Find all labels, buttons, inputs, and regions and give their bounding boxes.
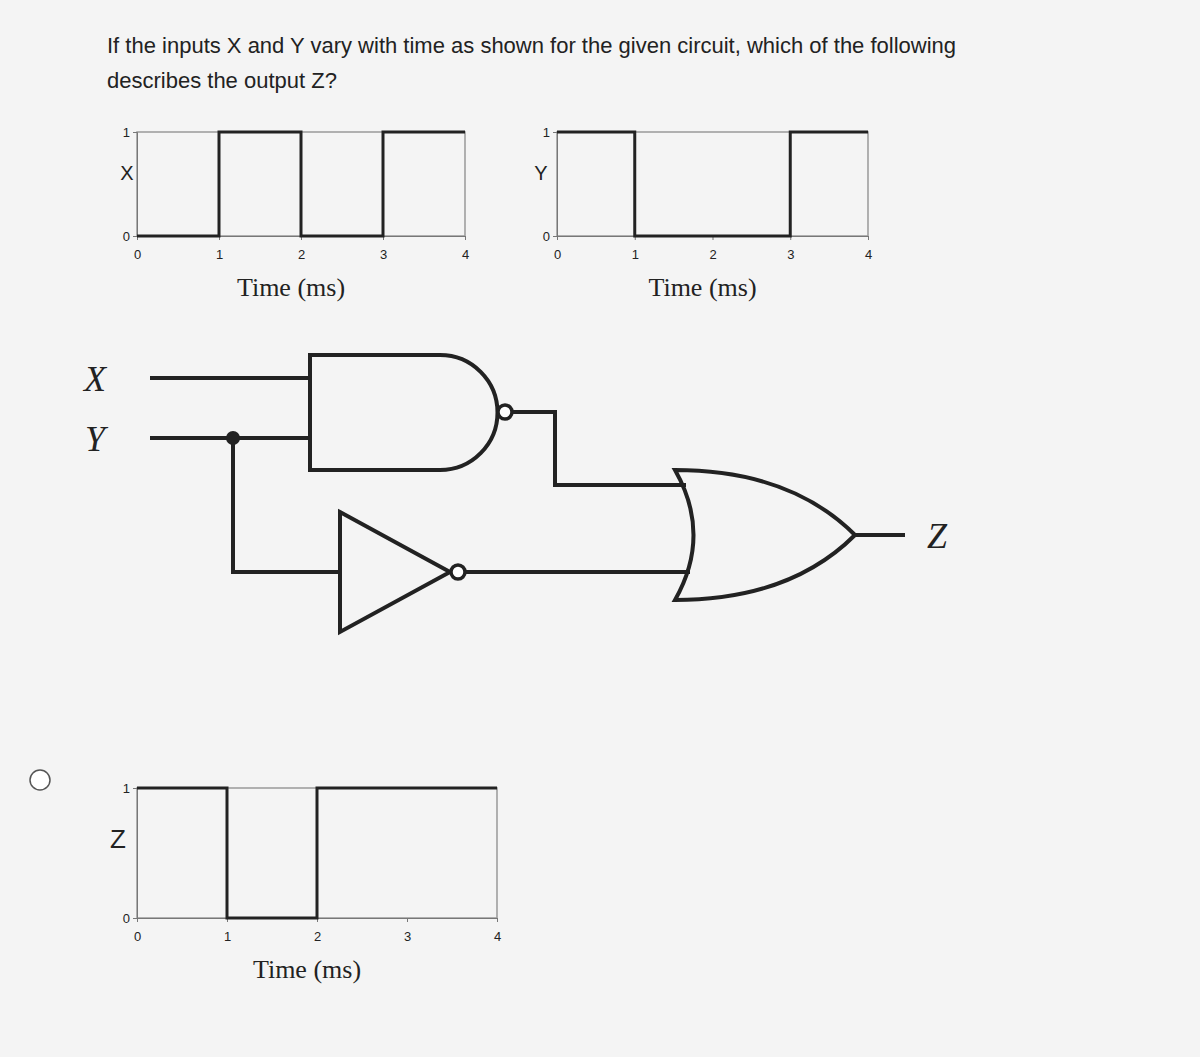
x-tick-label: 2 [314, 929, 321, 944]
x-tick-label: 0 [134, 247, 141, 262]
x-axis-title: Time (ms) [253, 955, 361, 984]
waveform [137, 788, 497, 918]
wire [150, 376, 312, 380]
plot-area [137, 132, 465, 236]
junction-dot [226, 431, 240, 445]
x-tick-mark [407, 918, 408, 922]
y-axis-title: Z [110, 824, 126, 854]
x-tick-mark [868, 236, 869, 240]
x-tick: 1 [632, 236, 639, 262]
x-tick-label: 2 [298, 247, 305, 262]
y-axis: 01 [123, 125, 138, 244]
y-axis-title: Y [534, 162, 547, 184]
x-tick: 2 [709, 236, 716, 262]
y-tick-mark [133, 132, 137, 133]
circuit: XY Z [82, 355, 948, 632]
y-axis-title: X [120, 162, 133, 184]
plot-frame [137, 788, 497, 918]
radio-button[interactable] [30, 770, 50, 790]
y-tick-label: 0 [543, 229, 550, 244]
x-axis: 0 1 2 3 4 [134, 236, 469, 262]
or-gate [675, 470, 855, 600]
inversion-bubble [498, 405, 512, 419]
not-gate [340, 512, 450, 632]
y-axis-line [553, 133, 558, 237]
x-tick: 0 [134, 918, 141, 944]
y-axis: 01 [543, 125, 558, 244]
chart: 0123401XTime (ms) [120, 125, 469, 302]
y-tick-label: 0 [123, 911, 130, 926]
y-tick: 0 [123, 229, 137, 244]
x-tick: 2 [298, 236, 305, 262]
y-tick-label: 0 [123, 229, 130, 244]
x-tick: 4 [494, 918, 501, 944]
x-tick: 3 [404, 918, 411, 944]
x-tick-label: 0 [554, 247, 561, 262]
x-tick-label: 3 [380, 247, 387, 262]
x-tick: 3 [787, 236, 794, 262]
x-tick-label: 4 [494, 929, 501, 944]
question-text: describes the output Z? [107, 68, 337, 93]
nand-gate [310, 355, 498, 470]
plot-area [137, 788, 497, 918]
wire [512, 412, 686, 485]
x-tick-label: 1 [632, 247, 639, 262]
plot-area [557, 132, 868, 236]
x-tick: 4 [462, 236, 469, 262]
wire [233, 438, 342, 572]
y-tick-label: 1 [123, 125, 130, 140]
y-axis-line [133, 789, 138, 919]
x-tick-label: 1 [224, 929, 231, 944]
input-label: Y [85, 419, 109, 459]
x-tick-mark [465, 236, 466, 240]
x-tick-label: 3 [404, 929, 411, 944]
y-tick-label: 1 [543, 125, 550, 140]
wire [855, 533, 905, 537]
plot-frame [557, 132, 868, 236]
y-axis-line [133, 133, 138, 237]
x-tick-label: 4 [865, 247, 872, 262]
x-tick-label: 4 [462, 247, 469, 262]
y-tick-label: 1 [123, 781, 130, 796]
waveform [557, 132, 868, 236]
y-tick-mark [553, 132, 557, 133]
y-tick-mark [553, 236, 557, 237]
x-tick-mark [497, 918, 498, 922]
x-axis-title: Time (ms) [648, 273, 756, 302]
x-tick: 1 [224, 918, 231, 944]
page: If the inputs X and Y vary with time as … [0, 0, 1200, 1057]
y-tick: 0 [543, 229, 557, 244]
x-tick-label: 0 [134, 929, 141, 944]
x-tick: 4 [865, 236, 872, 262]
x-axis-title: Time (ms) [237, 273, 345, 302]
y-tick: 1 [123, 781, 137, 796]
x-tick-label: 3 [787, 247, 794, 262]
x-tick-label: 1 [216, 247, 223, 262]
y-tick-mark [133, 788, 137, 789]
y-tick: 1 [543, 125, 557, 140]
waveform [137, 132, 465, 236]
y-tick-mark [133, 918, 137, 919]
y-tick: 0 [123, 911, 137, 926]
x-tick: 2 [314, 918, 321, 944]
chart: 0123401YTime (ms) [534, 125, 872, 302]
x-axis: 0 1 2 3 4 [134, 918, 501, 944]
output-label: Z [927, 516, 948, 556]
y-tick: 1 [123, 125, 137, 140]
inversion-bubble [451, 565, 465, 579]
x-tick: 1 [216, 236, 223, 262]
y-tick-mark [133, 236, 137, 237]
wire [465, 570, 690, 574]
x-tick: 0 [554, 236, 561, 262]
x-tick: 3 [380, 236, 387, 262]
plot-frame [137, 132, 465, 236]
chart: 0 1 2 3 4 0 1 Z Time (ms) [110, 781, 501, 984]
x-tick-label: 2 [709, 247, 716, 262]
x-tick: 0 [134, 236, 141, 262]
question-text: If the inputs X and Y vary with time as … [107, 33, 956, 58]
x-axis: 0 1 2 3 4 [554, 236, 872, 262]
input-label: X [82, 359, 108, 399]
